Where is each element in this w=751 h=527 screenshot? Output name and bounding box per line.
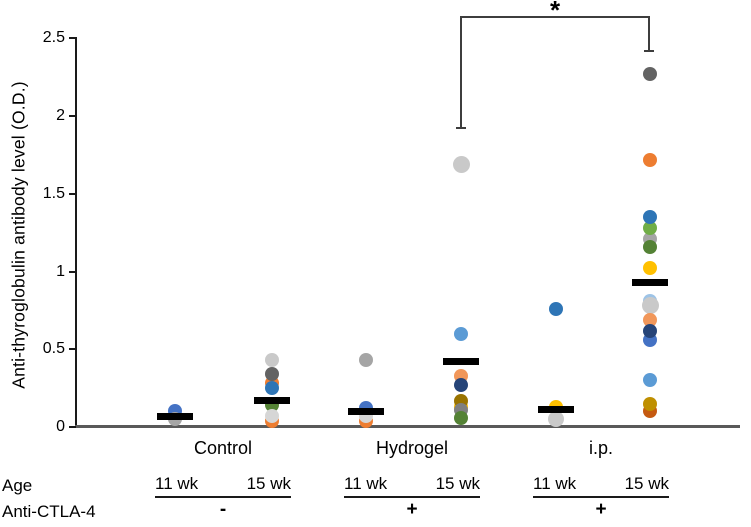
age-cell-hydrogel: 11 wk 15 wk <box>344 474 480 498</box>
y-tick-mark <box>69 270 76 273</box>
data-point <box>359 353 373 368</box>
anti-ctla4-value-control: - <box>219 499 227 520</box>
data-point <box>265 381 279 396</box>
data-point <box>265 353 279 368</box>
x-axis-line <box>75 425 740 428</box>
y-tick-mark <box>69 192 76 195</box>
data-point <box>643 239 657 254</box>
y-tick-label: 2 <box>56 107 65 124</box>
y-tick-label: 0 <box>56 418 65 435</box>
data-point <box>643 373 657 388</box>
data-point <box>643 67 657 81</box>
y-tick-mark <box>69 37 76 40</box>
age-label: 15 wk <box>435 474 480 493</box>
bracket-left-arm <box>460 16 462 129</box>
anti-ctla4-value-hydrogel: + <box>406 499 418 520</box>
group-label-ip: i.p. <box>588 438 614 458</box>
data-point <box>548 411 564 428</box>
data-point <box>454 326 468 341</box>
y-tick-label: 1.5 <box>42 184 65 202</box>
data-point <box>454 411 468 426</box>
bracket-right-arm <box>648 16 650 51</box>
y-tick-label: 0.5 <box>42 340 65 358</box>
data-point <box>643 261 657 276</box>
y-tick-mark <box>69 348 76 351</box>
age-row-label: Age <box>2 476 33 495</box>
age-cell-control: 11 wk 15 wk <box>155 474 291 498</box>
anti-ctla4-row-label: Anti-CTLA-4 <box>2 502 96 521</box>
age-label: 11 wk <box>344 474 388 493</box>
data-point <box>641 297 659 315</box>
data-point <box>454 378 468 392</box>
y-axis-line <box>75 37 77 428</box>
age-label: 11 wk <box>533 474 577 493</box>
significance-asterisk: * <box>549 0 561 25</box>
bracket-left-serif <box>456 127 466 130</box>
data-point <box>643 210 657 225</box>
group-label-control: Control <box>193 438 253 458</box>
mean-bar <box>157 412 193 420</box>
mean-bar <box>254 397 290 405</box>
mean-bar <box>538 406 574 414</box>
data-point <box>452 155 470 173</box>
age-label: 15 wk <box>246 474 291 493</box>
age-cell-ip: 11 wk 15 wk <box>533 474 669 498</box>
y-tick-label: 1 <box>56 262 65 280</box>
data-point <box>265 409 279 424</box>
group-label-hydrogel: Hydrogel <box>375 438 449 458</box>
data-point <box>643 152 657 167</box>
bracket-top-line <box>460 16 650 19</box>
data-point <box>265 367 279 382</box>
y-tick-mark <box>69 426 76 428</box>
y-tick-label: 2.5 <box>42 29 65 47</box>
data-point <box>643 220 657 235</box>
age-label: 15 wk <box>624 474 669 493</box>
mean-bar <box>443 358 479 366</box>
mean-bar <box>632 278 668 286</box>
data-point <box>643 397 657 412</box>
bracket-right-serif <box>644 49 654 52</box>
data-point <box>643 323 657 338</box>
data-point <box>643 312 657 327</box>
y-tick-mark <box>69 115 76 117</box>
age-label: 11 wk <box>155 474 199 493</box>
anti-ctla4-value-ip: + <box>595 499 607 520</box>
mean-bar <box>348 407 384 415</box>
data-point <box>549 301 563 316</box>
